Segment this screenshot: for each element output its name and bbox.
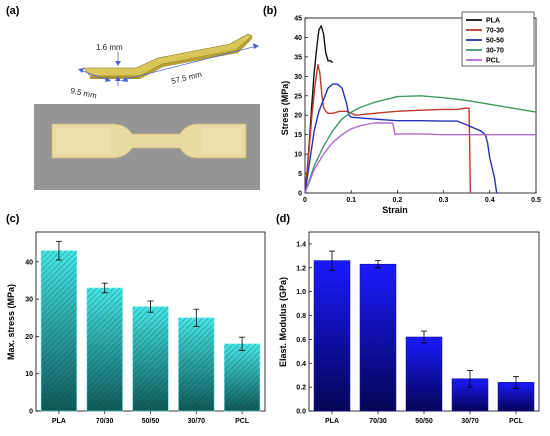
bar-hatch-pcl — [224, 343, 260, 411]
x-tick-label: 0.4 — [485, 197, 495, 204]
thickness-label: 1.6 mm — [96, 43, 123, 52]
panel-label-d: (d) — [276, 213, 290, 225]
y-tick-label: 25 — [294, 93, 302, 100]
y-tick-label: 30 — [294, 74, 302, 81]
y-tick-label: 30 — [25, 297, 33, 304]
legend-label-pla: PLA — [486, 18, 500, 25]
bar-hatch-30-70 — [178, 317, 215, 411]
x-tick-label: 0.5 — [531, 197, 541, 204]
y-axis-title: Elast. Modulus (GPa) — [278, 277, 288, 367]
y-tick-label: 15 — [294, 132, 302, 139]
y-tick-label: 35 — [294, 54, 302, 61]
width-label: 9.5 mm — [70, 86, 98, 100]
y-tick-label: 45 — [294, 16, 302, 23]
x-tick-label: 0.1 — [346, 197, 356, 204]
y-tick-label: 1.2 — [296, 265, 306, 272]
legend-label-50-50: 50-50 — [486, 38, 504, 45]
x-tick-label-50-50: 50/50 — [415, 418, 433, 425]
y-tick-label: 10 — [294, 152, 302, 159]
y-tick-label: 1.0 — [296, 289, 306, 296]
y-tick-label: 20 — [294, 113, 302, 120]
legend-label-70-30: 70-30 — [486, 28, 504, 35]
y-tick-label: 1.4 — [296, 241, 306, 248]
y-tick-label: 10 — [25, 371, 33, 378]
y-tick-label: 0.8 — [296, 313, 306, 320]
x-tick-label-70-30: 70/30 — [369, 418, 387, 425]
y-tick-label: 0.0 — [296, 409, 306, 416]
x-tick-label-30-70: 30/70 — [461, 418, 479, 425]
bar-hatch-pla — [41, 250, 77, 411]
y-tick-label: 40 — [25, 259, 33, 266]
y-tick-label: 20 — [25, 334, 33, 341]
y-tick-label: 0 — [298, 191, 302, 198]
y-tick-label: 0.4 — [296, 361, 306, 368]
x-tick-label-pla: PLA — [325, 418, 339, 425]
x-tick-label: 0.2 — [393, 197, 403, 204]
y-tick-label: 5 — [298, 171, 302, 178]
x-tick-label-pla: PLA — [52, 418, 66, 425]
dimension-arrows — [78, 43, 259, 86]
legend-label-pcl: PCL — [486, 58, 501, 65]
y-tick-label: 0.2 — [296, 385, 306, 392]
x-axis-title: Strain — [382, 205, 408, 215]
x-tick-label-70-30: 70/30 — [96, 418, 114, 425]
legend: PLA 70-30 50-50 30-70 PCL — [461, 11, 535, 67]
specimen-photo — [34, 104, 260, 190]
bar-hatch-50-50 — [132, 306, 169, 411]
panel-label-c: (c) — [6, 213, 20, 225]
bar-pla — [313, 260, 351, 412]
x-tick-label: 0.3 — [439, 197, 449, 204]
legend-label-30-70: 30-70 — [486, 48, 504, 55]
y-axis-title: Stress (MPa) — [280, 81, 290, 136]
plot-frame — [304, 17, 537, 194]
x-tick-label-pcl: PCL — [509, 418, 524, 425]
x-tick-label-30-70: 30/70 — [188, 418, 206, 425]
x-tick-label-50-50: 50/50 — [142, 418, 160, 425]
x-tick-label: 0 — [303, 197, 307, 204]
stress-strain-chart: 0 0.1 0.2 0.3 0.4 0.5 0 5 10 15 20 25 30 35 40 45 Stres… — [280, 11, 541, 215]
length-label: 57.5 mm — [170, 70, 203, 86]
bar-hatch-70-30 — [86, 287, 123, 411]
x-tick-label-pcl: PCL — [235, 418, 250, 425]
series-line-pcl — [304, 122, 536, 194]
elastic-modulus-chart: 0.0 0.2 0.4 0.6 0.8 1.0 1.2 1.4 PLA 70/30 50/50 30/… — [278, 231, 540, 425]
bar-50-50 — [405, 336, 443, 412]
bar-70-30 — [359, 263, 397, 412]
series-line-70-30 — [304, 64, 472, 194]
max-stress-chart: 0 10 20 30 40 PLA 70/30 50/50 30/70 PCL Max. stre… — [6, 231, 266, 425]
y-tick-label: 0.6 — [296, 337, 306, 344]
y-tick-label: 40 — [294, 35, 302, 42]
panel-label-a: (a) — [6, 5, 20, 17]
y-axis-title: Max. stress (MPa) — [6, 284, 16, 360]
y-tick-label: 0 — [29, 409, 33, 416]
series-line-30-70 — [304, 95, 537, 194]
specimen-3d-model — [83, 33, 253, 79]
panel-label-b: (b) — [263, 5, 277, 17]
